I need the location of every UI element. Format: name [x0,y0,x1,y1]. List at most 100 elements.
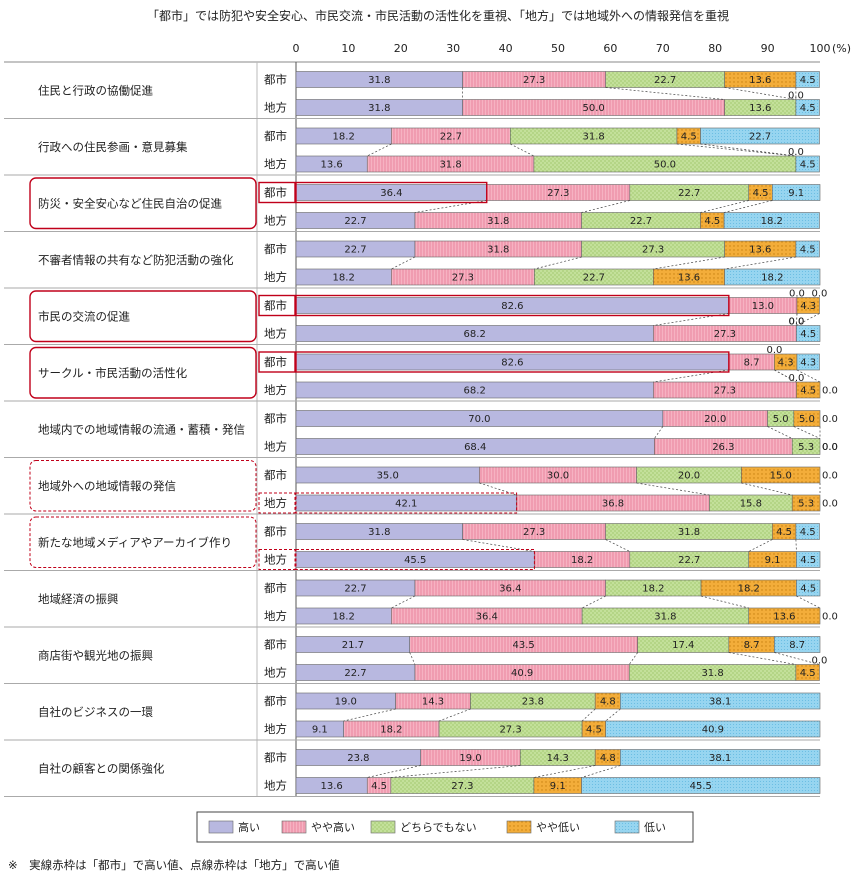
connector-line [510,143,535,157]
data-label: 82.6 [501,358,523,369]
data-label: 13.6 [749,75,771,86]
group-label: 都市 [264,412,287,426]
data-label: 13.6 [749,103,771,114]
connector-line [581,708,596,722]
data-label: 22.7 [344,216,366,227]
data-label-zero: 0.0 [822,442,838,453]
data-label: 40.9 [702,725,724,736]
highlight-frame-category [29,346,257,399]
highlight-frame-category [29,290,257,343]
group-label: 都市 [264,694,287,708]
connector-line [636,482,710,496]
data-label: 45.5 [690,781,712,792]
group-label: 都市 [264,525,287,539]
x-tick-label: 80 [708,42,722,55]
connector-line [534,256,582,270]
data-label: 31.8 [368,75,390,86]
data-label: 19.0 [459,753,481,764]
data-label: 8.7 [744,358,760,369]
data-label: 22.7 [440,132,462,143]
data-label: 4.3 [800,301,816,312]
data-label: 4.3 [800,358,816,369]
category-label: 住民と行政の協働促進 [38,83,153,97]
data-label: 27.3 [499,725,521,736]
bar-segment [796,381,821,399]
data-label: 36.4 [499,584,521,595]
data-label-zero: 0.0 [822,414,838,425]
data-label: 13.6 [678,273,700,284]
category-label: 地域経済の振興 [38,592,119,606]
footnote: ※ 実線赤枠は「都市」で高い値、点線赤枠は「地方」で高い値 [8,858,340,872]
group-label: 地方 [264,101,287,115]
data-label: 4.5 [800,245,816,256]
group-label: 地方 [264,722,287,736]
data-label-zero: 0.0 [822,442,838,453]
data-label: 22.7 [344,668,366,679]
data-label-zero: 0.0 [812,289,828,300]
data-label: 50.0 [654,160,676,171]
connector-line [700,200,749,213]
group-label: 地方 [264,609,287,623]
data-label: 27.3 [714,386,736,397]
data-label: 4.5 [800,386,816,397]
data-label: 4.5 [800,527,816,538]
data-label: 26.3 [712,442,734,453]
legend-label: やや高い [311,820,355,834]
data-label: 13.6 [320,781,342,792]
group-label: 都市 [264,751,287,765]
data-label: 4.5 [800,555,816,566]
bars: 31.8 27.3 22.7 13.6 4.5 31.8 50.0 13.6 0.0 4.5 18.… [295,71,838,794]
data-label: 13.6 [749,245,771,256]
data-label: 13.6 [773,612,795,623]
data-label: 22.7 [344,584,366,595]
bar-segment [795,99,820,116]
bar-segment [795,240,820,258]
highlight-frame-category [29,516,257,568]
data-label: 4.5 [776,527,792,538]
connector-line [581,200,630,213]
highlight-frame-bar [295,351,730,373]
data-label: 82.6 [501,301,523,312]
category-label: 商店街や観光地の振興 [38,648,153,662]
data-label: 36.4 [380,188,402,199]
data-label: 31.8 [368,103,390,114]
data-label: 18.2 [642,584,664,595]
legend-label: 低い [644,821,666,834]
data-label: 68.2 [464,386,486,397]
data-label: 22.7 [344,245,366,256]
data-label: 38.1 [709,753,731,764]
connector-line [391,595,416,609]
connector-line [581,595,606,609]
data-label: 22.7 [749,132,771,143]
bar-segment [793,410,821,427]
x-tick-label: 10 [341,42,355,55]
chart-title: 「都市」では防犯や安全安心、市民交流・市民活動の活性化を重視、「地方」では地域外… [147,8,729,23]
category-label: 市民の交流の促進 [38,309,130,323]
data-label-zero: 0.0 [822,499,838,510]
legend-label: 高い [238,820,260,834]
data-label: 18.2 [761,216,783,227]
x-tick-label: 50 [551,42,565,55]
plot-frame [4,61,820,797]
x-axis-unit: (%) [832,42,851,55]
data-label: 35.0 [377,471,399,482]
bar-segment [723,212,820,229]
bar-segment [796,325,821,342]
data-label: 23.8 [347,753,369,764]
connector-line [728,652,796,665]
highlight-frame-group [258,492,296,514]
data-label: 5.3 [798,499,814,510]
connector-line [795,539,797,552]
data-label: 14.3 [422,697,444,708]
legend-swatch [506,820,532,834]
group-label: 都市 [264,129,287,143]
data-label: 27.3 [642,245,664,256]
highlight-frame-bar [295,181,488,204]
highlight-frame-bar [295,549,535,570]
x-tick-label: 0 [293,42,300,55]
data-label: 4.5 [704,216,720,227]
connector-line [654,426,664,439]
legend-swatch [281,820,307,834]
x-axis: 0 10 20 30 40 50 60 70 80 90 100 (%) [293,42,852,55]
data-label: 8.7 [789,640,805,651]
